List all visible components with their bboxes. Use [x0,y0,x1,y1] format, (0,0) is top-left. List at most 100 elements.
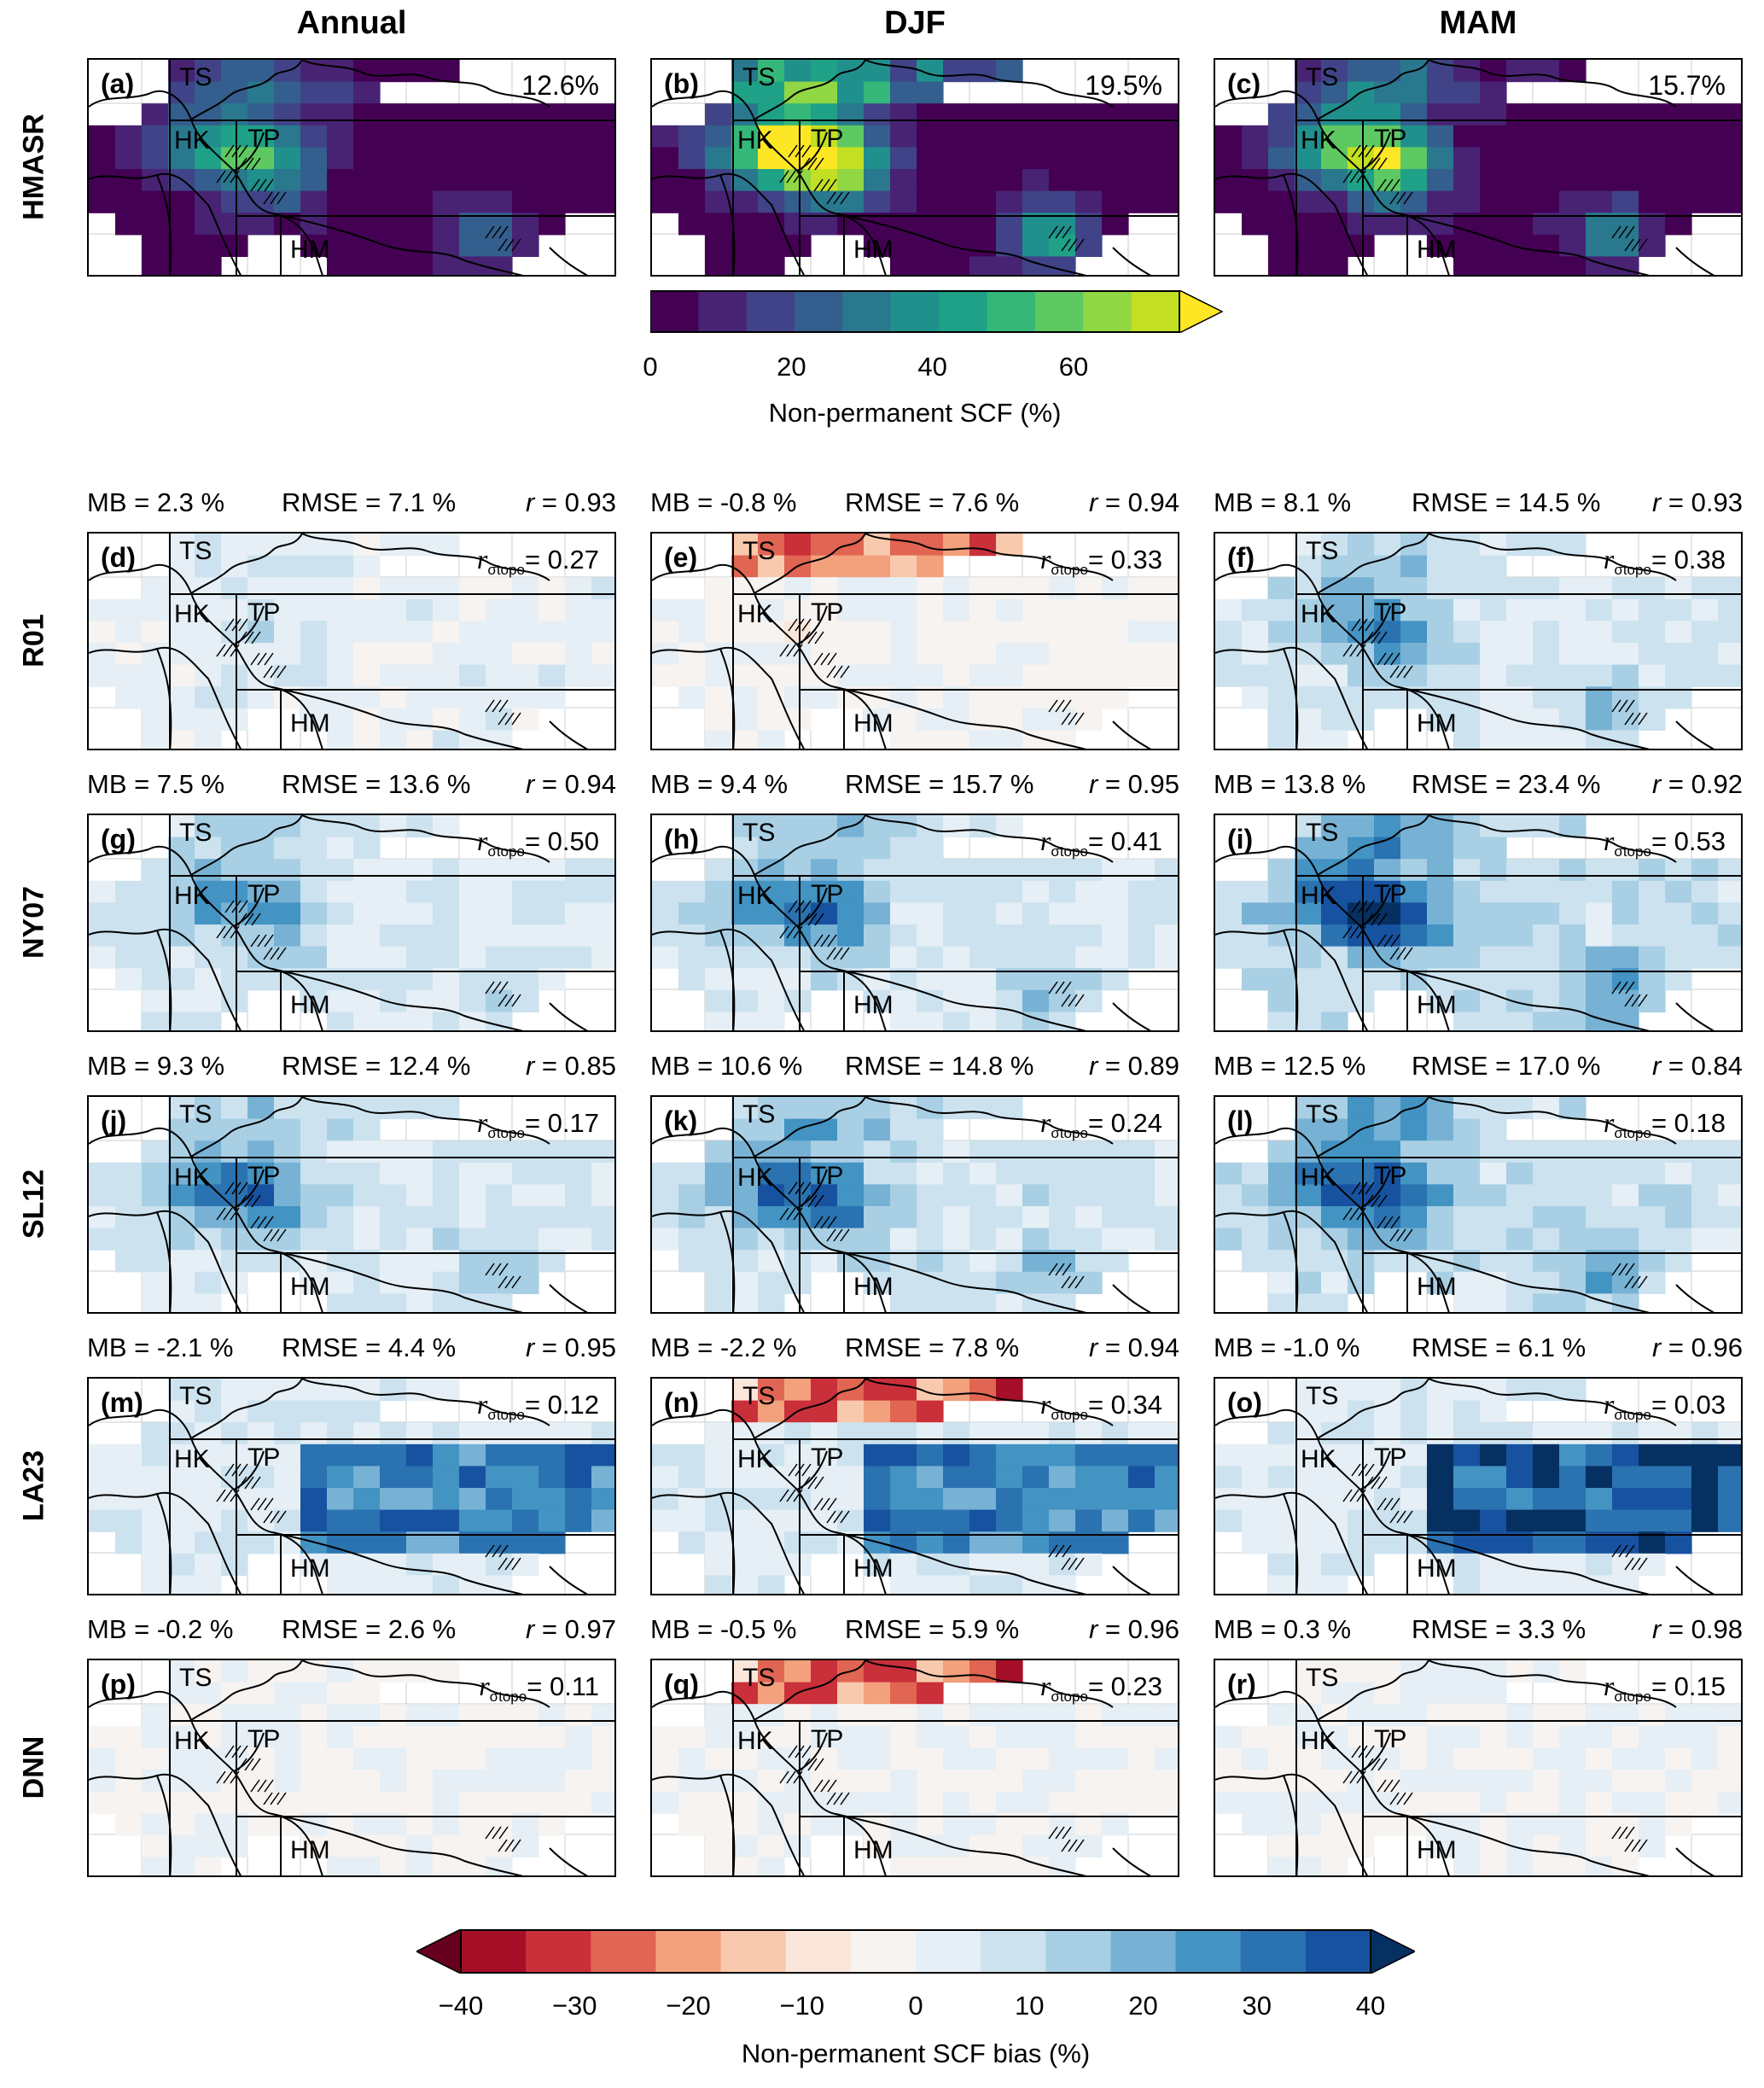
permanent-snow-hatch [251,1476,261,1490]
rmse: RMSE = 15.7 % [845,769,1034,799]
permanent-snow-hatch [1055,1826,1065,1840]
r-sigma-topo: rσtopo= 0.50 [477,825,599,860]
grid-cell [943,1509,970,1532]
country-border [1112,247,1151,275]
grid-cell [1128,664,1156,687]
colorbar-tick-label: −10 [779,1991,825,2021]
grid-cell [1533,1704,1560,1727]
grid-cell [864,1770,891,1793]
region-label-hm: HM [1417,709,1457,738]
grid-cell [406,1488,434,1511]
grid-cell [1453,1725,1481,1748]
grid-cell [327,989,354,1012]
grid-cell [1639,1747,1666,1770]
grid-cell [89,1509,116,1532]
grid-cell [1586,598,1613,621]
grid-cell [1268,708,1295,731]
grid-cell [1295,1660,1322,1683]
grid-cell [433,1725,460,1748]
r-equals: = [1097,769,1128,799]
grid-cell [784,1444,812,1467]
grid-cell [996,1466,1023,1489]
grid-cell [406,1553,434,1576]
grid-cell [221,60,248,83]
grid-cell [1049,664,1076,687]
grid-cell [168,1531,195,1554]
r-sigma-topo-value: = 0.11 [527,1671,599,1701]
region-label-hk: HK [174,600,210,628]
grid-cell [943,1097,970,1120]
country-border [271,1531,524,1594]
grid-cell [1691,190,1719,213]
r-value: 0.84 [1691,1051,1743,1081]
grid-cell [459,1725,486,1748]
grid-cell [406,234,434,257]
grid-cell [1348,534,1375,557]
grid-cell [1321,902,1348,925]
grid-cell [1374,643,1401,666]
grid-cell [1506,1097,1534,1120]
grid-cell [678,1250,706,1273]
grid-cell [1506,1379,1534,1402]
grid-cell [115,1488,143,1511]
grid-cell [247,643,275,666]
grid-cell [1128,125,1156,148]
permanent-snow-hatch [264,652,274,666]
grid-cell [300,1466,328,1489]
grid-cell [705,1834,732,1858]
country-border [1675,1566,1715,1594]
grid-cell [168,837,195,860]
permanent-snow-hatch [1371,157,1381,171]
grid-cell [1639,1704,1666,1727]
grid-cell [837,147,865,170]
grid-cell [115,1725,143,1748]
grid-cell [300,1140,328,1164]
grid-cell [274,1140,301,1164]
grid-cell [221,234,248,257]
grid-cell [1295,103,1322,126]
region-box-hm [1406,1252,1741,1312]
region-label-tp: TP [247,1725,281,1753]
grid-cell [221,1444,248,1467]
grid-cell [221,598,248,621]
grid-cell [705,577,732,600]
r-symbol: r [1088,1051,1098,1081]
region-label-hk: HK [174,1164,210,1192]
grid-cell [512,103,539,126]
grid-cell [1400,1118,1428,1141]
grid-cell [943,1379,970,1402]
grid-cell [1268,989,1295,1012]
grid-cell [142,1747,169,1770]
grid-cell [784,1660,812,1683]
grid-cell [327,1466,354,1489]
mean-bias: MB = -2.1 % [87,1333,234,1362]
mean-bias: MB = -1.0 % [1214,1333,1360,1362]
grid-cell [1102,1184,1129,1207]
r-sigma-topo-value: = 0.15 [1650,1671,1726,1701]
grid-cell [811,859,838,882]
region-label-tp: TP [811,1444,844,1472]
grid-cell [274,643,301,666]
grid-cell [652,902,679,925]
grid-cell [1128,1184,1156,1207]
permanent-snow-hatch [1356,170,1366,184]
r-symbol: r [525,1051,535,1081]
permanent-snow-hatch [498,699,509,713]
permanent-snow-hatch [216,1489,226,1502]
grid-cell [1691,924,1719,948]
grid-cell [327,1704,354,1727]
grid-cell [1400,902,1428,925]
grid-cell [353,1400,381,1423]
country-border [156,1211,172,1312]
grid-cell [1453,815,1481,838]
rmse: RMSE = 3.3 % [1412,1614,1586,1644]
grid-cell [1691,1770,1719,1793]
bias-panel: (g) rσtopo= 0.50 TS HK TP HM [87,814,616,1032]
country-border [865,534,990,551]
grid-cell [1374,1704,1401,1727]
permanent-snow-hatch [800,913,811,926]
grid-cell [565,621,592,644]
region-label-tp: TP [247,1444,281,1472]
grid-cell [1075,1466,1103,1489]
grid-cell [969,1704,997,1727]
